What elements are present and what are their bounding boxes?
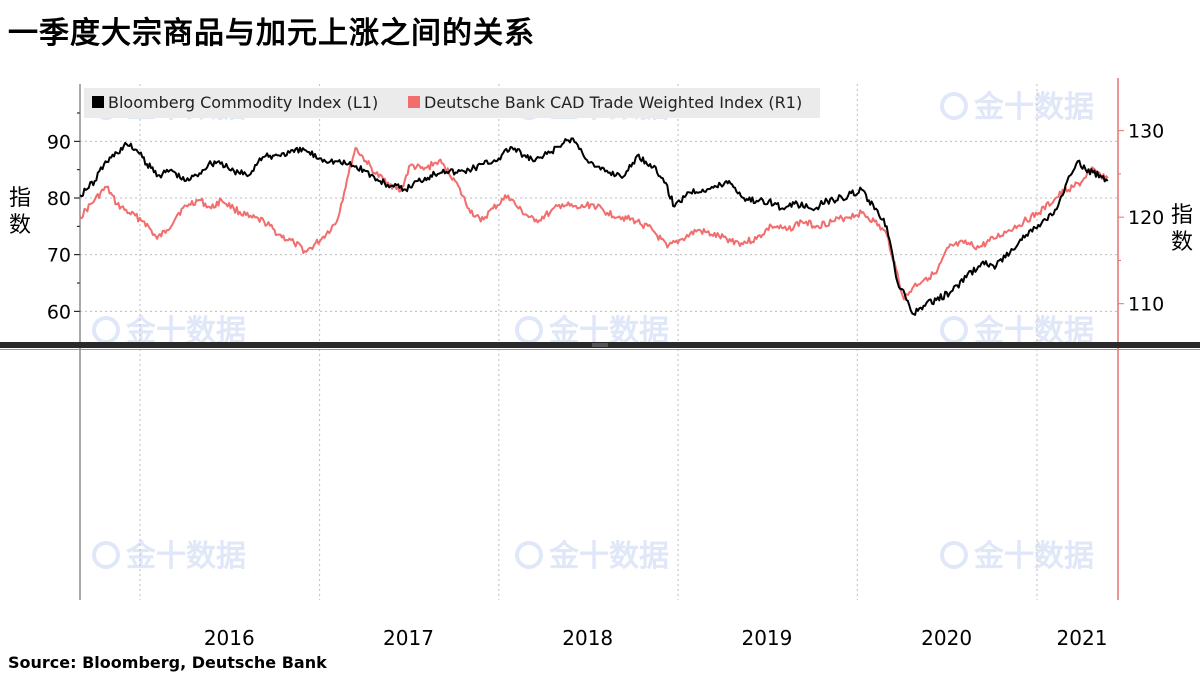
watermarks: 金十数据金十数据金十数据金十数据金十数据金十数据金十数据金十数据金十数据 [92, 90, 1094, 574]
x-tick-label: 2021 [1057, 626, 1108, 650]
watermark-icon [92, 316, 120, 344]
watermark: 金十数据 [940, 90, 1094, 125]
y-right-tick-label: 120 [1128, 207, 1164, 229]
source-note: Source: Bloomberg, Deutsche Bank [8, 653, 327, 672]
legend: Bloomberg Commodity Index (L1) Deutsche B… [84, 88, 820, 118]
divider-grip [592, 343, 608, 347]
x-tick-label: 2016 [204, 626, 255, 650]
series-line [79, 146, 1109, 301]
watermark-icon [515, 541, 543, 569]
watermark-icon [940, 92, 968, 120]
watermark-icon [515, 316, 543, 344]
series-line [79, 137, 1109, 316]
legend-swatch [92, 96, 104, 108]
legend-label: Deutsche Bank CAD Trade Weighted Index (… [424, 93, 802, 112]
x-tick-label: 2020 [921, 626, 972, 650]
legend-label: Bloomberg Commodity Index (L1) [108, 93, 378, 112]
y-right-axis-title: 指数 [1171, 203, 1193, 255]
x-tick-label: 2019 [741, 626, 792, 650]
series-lines [79, 137, 1109, 316]
legend-swatch [408, 96, 420, 108]
watermark-text: 金十数据 [548, 539, 669, 574]
y-left-tick-label: 60 [47, 301, 71, 323]
y-right-tick-label: 110 [1128, 294, 1164, 316]
watermark-icon [92, 541, 120, 569]
axes: 2016 2017 2018 2019 2020 2021 60 70 80 90 110 120 13… [9, 78, 1193, 650]
y-left-tick-label: 90 [47, 131, 71, 153]
watermark-text: 金十数据 [973, 90, 1094, 125]
x-tick-label: 2017 [383, 626, 434, 650]
watermark-text: 金十数据 [125, 539, 246, 574]
watermark-icon [940, 316, 968, 344]
panel-divider [0, 342, 1200, 350]
watermark: 金十数据 [515, 539, 669, 574]
watermark: 金十数据 [940, 539, 1094, 574]
y-left-tick-label: 70 [47, 245, 71, 267]
watermark-text: 金十数据 [973, 539, 1094, 574]
x-tick-label: 2018 [562, 626, 613, 650]
y-right-tick-label: 130 [1128, 121, 1164, 143]
chart-title: 一季度大宗商品与加元上涨之间的关系 [8, 16, 535, 51]
y-left-axis-title: 指数 [9, 186, 31, 238]
legend-box [84, 88, 820, 118]
watermark: 金十数据 [92, 539, 246, 574]
watermark-icon [940, 541, 968, 569]
y-left-tick-label: 80 [47, 188, 71, 210]
